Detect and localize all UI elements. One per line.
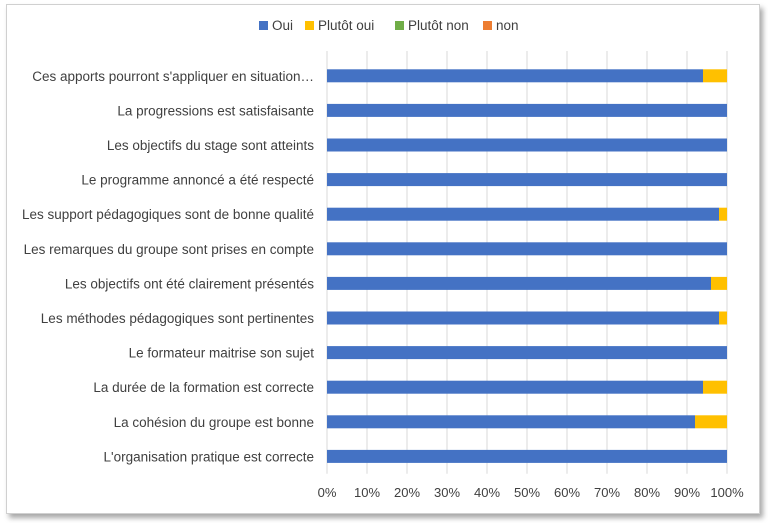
chart-frame: Ces apports pourront s'appliquer en situ… <box>6 4 760 514</box>
bar-segment <box>327 415 695 429</box>
x-tick-label: 0% <box>318 485 337 500</box>
legend-item: non <box>483 18 519 33</box>
legend-swatch <box>305 21 314 30</box>
category-labels: Ces apports pourront s'appliquer en situ… <box>22 69 314 465</box>
legend-swatch <box>483 21 492 30</box>
bar-segment <box>327 346 727 360</box>
legend-item: Plutôt non <box>395 18 469 33</box>
x-tick-label: 100% <box>710 485 744 500</box>
bar-segment <box>719 207 727 221</box>
bar-segment <box>703 69 727 83</box>
bar-segment <box>327 103 727 117</box>
category-label: Le programme annoncé a été respecté <box>81 173 314 188</box>
bar-segment <box>327 311 719 325</box>
x-tick-label: 10% <box>354 485 380 500</box>
bar-segment <box>327 207 719 221</box>
bar-segment <box>327 276 711 290</box>
bar-segment <box>711 276 727 290</box>
bar-segment <box>327 242 727 256</box>
category-label: Ces apports pourront s'appliquer en situ… <box>32 69 314 84</box>
legend-item: Plutôt oui <box>305 18 374 33</box>
legend: Oui Plutôt oui Plutôt non non <box>259 18 519 33</box>
bar-segment <box>695 415 727 429</box>
legend-label: Plutôt oui <box>318 18 374 33</box>
bar-segment <box>327 173 727 187</box>
category-label: Les méthodes pédagogiques sont pertinent… <box>41 311 314 326</box>
x-tick-labels: 0% 10% 20% 30% 40% 50% 60% 70% 80% 90% 100% <box>318 485 744 500</box>
category-label: Le formateur maitrise son sujet <box>129 346 315 361</box>
category-label: La progressions est satisfaisante <box>117 103 314 118</box>
category-label: Les support pédagogiques sont de bonne q… <box>22 207 314 222</box>
category-label: Les objectifs ont été clairement présent… <box>65 276 314 291</box>
stacked-bar-chart: Ces apports pourront s'appliquer en situ… <box>22 18 744 500</box>
bar-segment <box>719 311 727 325</box>
x-tick-label: 90% <box>674 485 700 500</box>
category-label: L'organisation pratique est correcte <box>104 449 314 464</box>
legend-swatch <box>395 21 404 30</box>
bars <box>327 69 727 463</box>
x-tick-label: 60% <box>554 485 580 500</box>
category-label: Les remarques du groupe sont prises en c… <box>24 242 314 257</box>
legend-label: non <box>496 18 519 33</box>
x-tick-label: 20% <box>394 485 420 500</box>
bar-segment <box>327 449 727 463</box>
x-tick-label: 30% <box>434 485 460 500</box>
legend-item: Oui <box>259 18 293 33</box>
bar-segment <box>327 69 703 83</box>
x-tick-label: 70% <box>594 485 620 500</box>
category-label: La cohésion du groupe est bonne <box>114 415 314 430</box>
x-tick-label: 80% <box>634 485 660 500</box>
x-tick-label: 50% <box>514 485 540 500</box>
bar-segment <box>703 380 727 394</box>
bar-segment <box>327 138 727 152</box>
category-label: Les objectifs du stage sont atteints <box>107 138 314 153</box>
legend-swatch <box>259 21 268 30</box>
legend-label: Plutôt non <box>408 18 469 33</box>
gridlines <box>326 51 728 474</box>
x-tick-label: 40% <box>474 485 500 500</box>
bar-segment <box>327 380 703 394</box>
category-label: La durée de la formation est correcte <box>93 380 314 395</box>
legend-label: Oui <box>272 18 293 33</box>
